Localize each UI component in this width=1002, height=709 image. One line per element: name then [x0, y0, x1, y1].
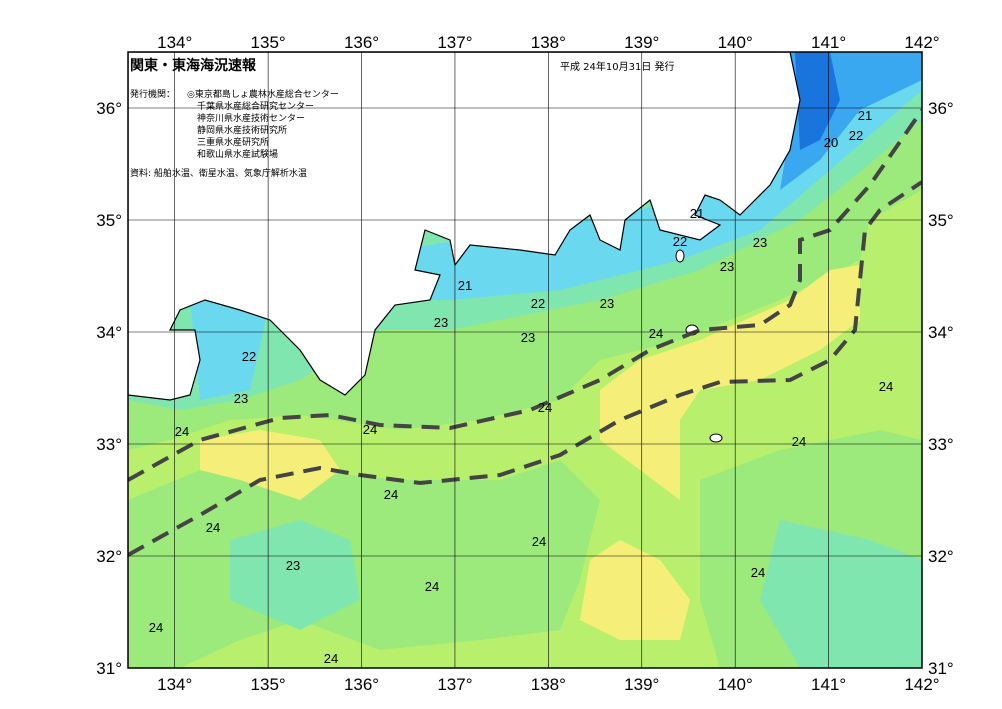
issuer: 和歌山県水産試験場 — [197, 148, 278, 160]
contour-label: 21 — [858, 108, 872, 123]
kuroshio-axis — [128, 180, 922, 557]
contour-label: 22 — [531, 296, 545, 311]
issuer-label: 発行機関： — [130, 88, 175, 100]
contour-label: 24 — [792, 434, 806, 449]
y-tick-label: 33° — [96, 435, 122, 454]
island — [709, 433, 723, 443]
land — [128, 52, 801, 401]
temp-zone — [190, 300, 270, 400]
x-tick-label: 136° — [344, 33, 379, 52]
contour-label: 23 — [720, 259, 734, 274]
x-tick-label: 135° — [251, 675, 286, 694]
contour-label: 23 — [600, 296, 614, 311]
y-tick-label: 34° — [96, 323, 122, 342]
source: 資料: 船舶水温、衛星水温、気象庁解析水温 — [130, 167, 307, 179]
issuer: 三重県水産研究所 — [197, 136, 269, 148]
y-tick-label: 35° — [96, 211, 122, 230]
contour-label: 23 — [434, 315, 448, 330]
x-tick-label: 142° — [904, 675, 939, 694]
contour-label: 23 — [234, 391, 248, 406]
x-tick-label: 137° — [437, 675, 472, 694]
title: 関東・東海海況速報 — [130, 57, 257, 74]
contour-label: 23 — [521, 330, 535, 345]
y-tick-label: 36° — [928, 99, 954, 118]
contour-label: 24 — [175, 424, 189, 439]
x-tick-label: 137° — [437, 33, 472, 52]
temp-zone — [580, 540, 690, 640]
contour-label: 24 — [149, 620, 163, 635]
y-tick-label: 33° — [928, 435, 954, 454]
y-tick-label: 35° — [928, 211, 954, 230]
contour-label: 24 — [751, 565, 765, 580]
x-tick-label: 138° — [531, 675, 566, 694]
x-tick-label: 142° — [904, 33, 939, 52]
island — [675, 249, 685, 263]
y-tick-label: 31° — [928, 659, 954, 678]
sea-temperature-field — [128, 52, 922, 668]
contour-label: 24 — [532, 534, 546, 549]
contour-label: 24 — [538, 400, 552, 415]
x-tick-label: 134° — [157, 675, 192, 694]
contour-label: 23 — [753, 235, 767, 250]
contour-label: 20 — [824, 135, 838, 150]
contour-label: 24 — [384, 487, 398, 502]
kuroshio-axis — [128, 108, 922, 482]
y-tick-label: 34° — [928, 323, 954, 342]
contour-label: 22 — [242, 349, 256, 364]
x-tick-label: 134° — [157, 33, 192, 52]
temp-zone — [760, 520, 922, 668]
contour-label: 22 — [849, 128, 863, 143]
x-tick-label: 139° — [624, 33, 659, 52]
x-tick-label: 135° — [251, 33, 286, 52]
temp-zone — [128, 460, 600, 668]
x-tick-label: 136° — [344, 675, 379, 694]
contour-label: 24 — [425, 579, 439, 594]
y-tick-label: 32° — [928, 547, 954, 566]
x-tick-label: 140° — [718, 33, 753, 52]
contour-label: 23 — [286, 558, 300, 573]
issue-date: 平成 24年10月31日 発行 — [560, 60, 675, 73]
issuer: 神奈川県水産技術センター — [197, 112, 305, 124]
temp-zone — [200, 430, 340, 500]
issuer: 静岡県水産技術研究所 — [197, 124, 287, 136]
contour-label: 24 — [879, 379, 893, 394]
x-tick-label: 141° — [811, 675, 846, 694]
contour-label: 24 — [649, 326, 663, 341]
contour-label: 24 — [206, 520, 220, 535]
y-tick-label: 36° — [96, 99, 122, 118]
contour-label: 21 — [458, 278, 472, 293]
x-tick-label: 141° — [811, 33, 846, 52]
y-tick-label: 31° — [96, 659, 122, 678]
contour-label: 24 — [324, 651, 338, 666]
contour-label: 22 — [673, 234, 687, 249]
contour-label: 21 — [690, 206, 704, 221]
temp-zone — [230, 520, 360, 630]
issuer: 千葉県水産総合研究センター — [197, 100, 314, 112]
issuer: ◎東京都島しょ農林水産総合センター — [187, 88, 339, 100]
y-tick-label: 32° — [96, 547, 122, 566]
x-tick-label: 138° — [531, 33, 566, 52]
x-tick-label: 139° — [624, 675, 659, 694]
x-tick-label: 140° — [718, 675, 753, 694]
contour-label: 24 — [363, 422, 377, 437]
